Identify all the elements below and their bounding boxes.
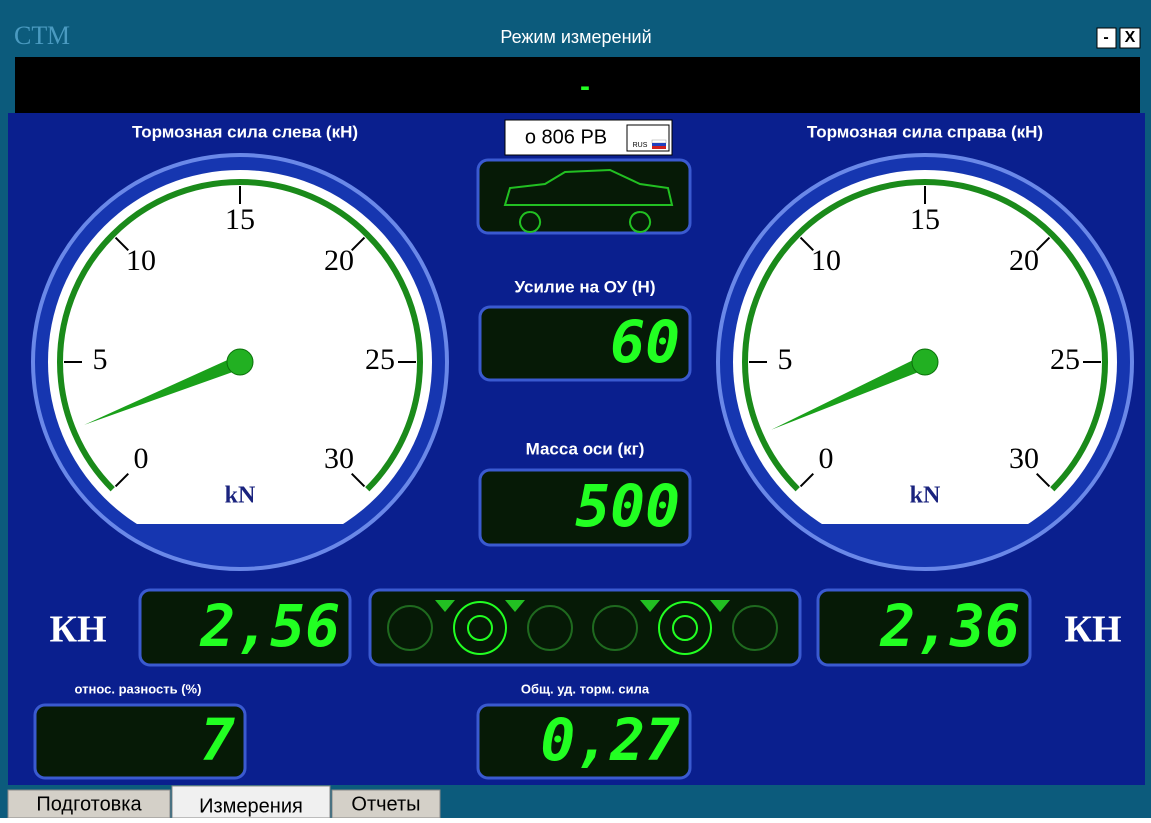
minimize-label[interactable]: -: [1103, 29, 1108, 46]
flag: [652, 140, 666, 143]
close-label[interactable]: X: [1125, 29, 1136, 46]
needle-hub: [227, 349, 253, 375]
window-title: Режим измерений: [500, 27, 651, 47]
unit-label: КН: [1064, 609, 1121, 651]
gauge-tick-label: 20: [1009, 244, 1039, 277]
plate-number: о 806 РВ: [525, 126, 607, 148]
gauge-tick-label: 0: [134, 442, 149, 475]
gauge-tick-label: 25: [365, 343, 395, 376]
readout-value: 60: [610, 308, 680, 376]
status-display: [15, 57, 1140, 113]
gauge: 0 5 10 15 20 25 30 kN: [33, 155, 447, 569]
readout-value: 2,36: [879, 592, 1020, 660]
gauge-tick-label: 10: [811, 244, 841, 277]
gauge-tick-label: 0: [819, 442, 834, 475]
gauge-unit: kN: [910, 483, 941, 509]
gauge-title: Тормозная сила справа (кН): [807, 122, 1043, 141]
gauge-unit: kN: [225, 483, 256, 509]
readout-value: 7: [200, 706, 235, 774]
plate-region-text: RUS: [633, 142, 648, 149]
gauge-tick-label: 15: [225, 203, 255, 236]
readout-value: 500: [575, 472, 680, 540]
gauge-tick-label: 5: [778, 343, 793, 376]
wheel-strip: [370, 590, 800, 665]
readout-label: Усилие на ОУ (Н): [515, 277, 656, 296]
flag: [652, 146, 666, 149]
readout-value: 2,56: [199, 592, 340, 660]
tab-label[interactable]: Измерения: [199, 795, 303, 817]
tab-label[interactable]: Подготовка: [36, 793, 142, 815]
readout-label: относ. разность (%): [75, 681, 202, 696]
app-window: СТМ Режим измерений - X - Тормозная сила…: [0, 0, 1151, 818]
gauge-title: Тормозная сила слева (кН): [132, 122, 358, 141]
readout-label: Масса оси (кг): [526, 439, 645, 458]
readout-value: 0,27: [540, 706, 680, 774]
flag: [652, 143, 666, 146]
logo: СТМ: [14, 21, 70, 50]
readout-label: Общ. уд. торм. сила: [521, 681, 650, 696]
status-text: -: [580, 70, 590, 103]
gauge-tick-label: 30: [324, 442, 354, 475]
gauge-tick-label: 25: [1050, 343, 1080, 376]
unit-label: КН: [49, 609, 106, 651]
needle-hub: [912, 349, 938, 375]
gauge-tick-label: 30: [1009, 442, 1039, 475]
gauge: 0 5 10 15 20 25 30 kN: [718, 155, 1132, 569]
gauge-tick-label: 15: [910, 203, 940, 236]
gauge-tick-label: 20: [324, 244, 354, 277]
tab-label[interactable]: Отчеты: [351, 793, 420, 815]
gauge-tick-label: 10: [126, 244, 156, 277]
gauge-tick-label: 5: [93, 343, 108, 376]
